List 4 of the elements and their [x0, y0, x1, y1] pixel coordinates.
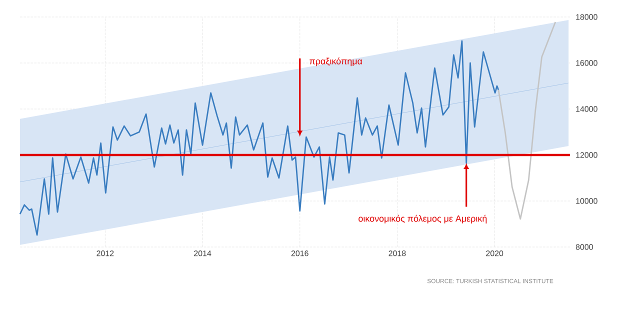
annotation: πραξικόπημα [310, 58, 362, 66]
line-series [19, 40, 500, 236]
line-series [498, 21, 556, 220]
annotation: οικονομικός πόλεμος με Αμερική [358, 214, 487, 224]
